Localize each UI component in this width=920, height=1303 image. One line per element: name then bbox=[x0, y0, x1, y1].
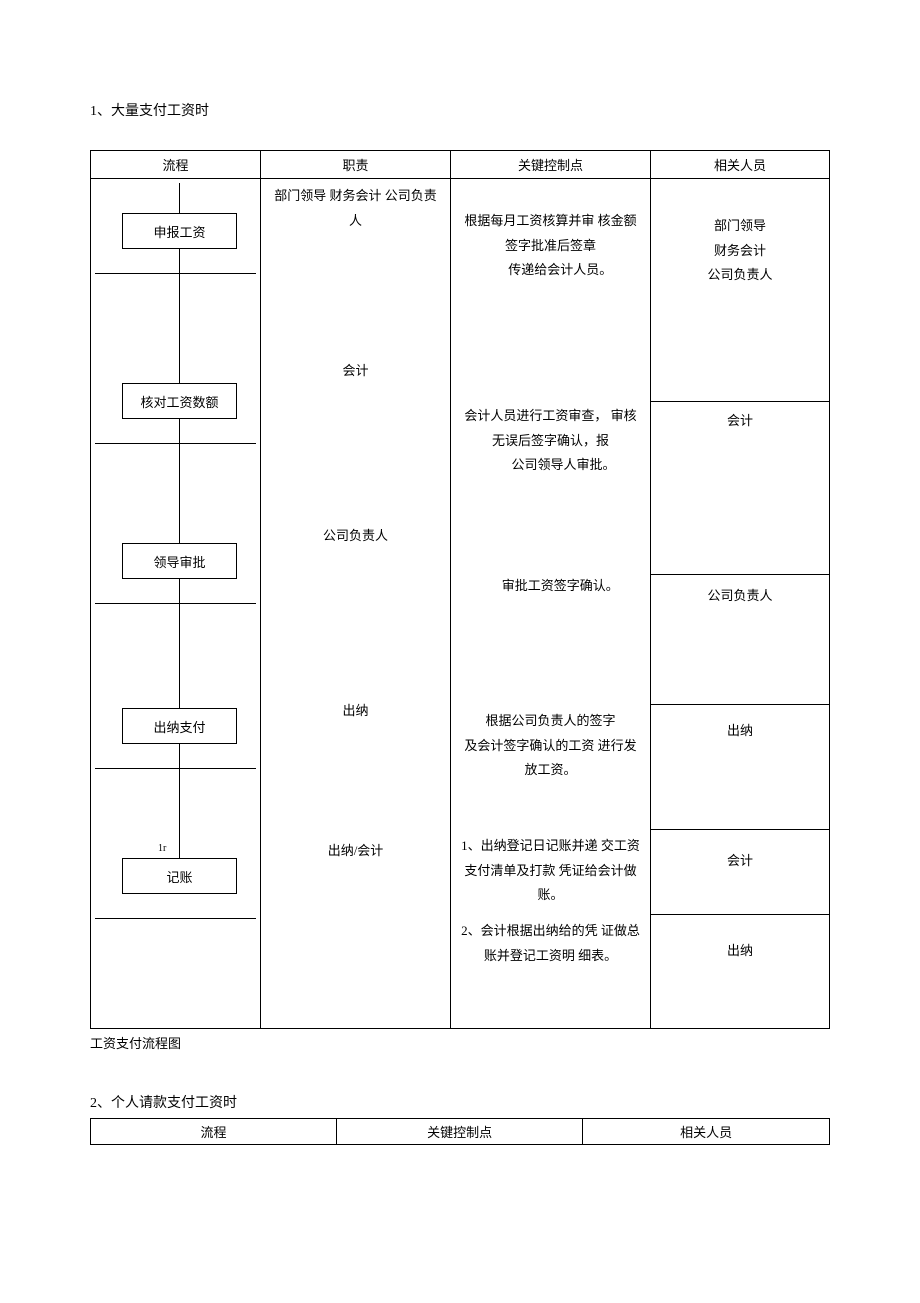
table2-header-person: 相关人员 bbox=[583, 1119, 830, 1145]
header-flow: 流程 bbox=[91, 151, 261, 179]
header-duty: 职责 bbox=[261, 151, 451, 179]
flow-box-pay: 出纳支付 bbox=[122, 708, 237, 744]
header-row: 流程 职责 关键控制点 相关人员 bbox=[91, 151, 830, 179]
ctrl-text-1a: 根据每月工资核算并审 核金额签字批准后签章 bbox=[464, 213, 636, 253]
ctrl-text-4a: 根据公司负责人的签字 bbox=[485, 713, 615, 728]
flow-connector bbox=[179, 579, 180, 708]
flow-connector bbox=[179, 249, 180, 383]
flow-box-verify: 核对工资数额 bbox=[122, 383, 237, 419]
flow-box-record: 记账 bbox=[122, 858, 237, 894]
duty-text-4: 出纳 bbox=[261, 699, 450, 724]
table2-header-row: 流程 关键控制点 相关人员 bbox=[91, 1119, 830, 1145]
person-divider bbox=[651, 704, 829, 705]
table-caption: 工资支付流程图 bbox=[90, 1033, 830, 1052]
section1-title: 1、大量支付工资时 bbox=[90, 100, 830, 120]
person-text-3: 公司负责人 bbox=[661, 584, 819, 609]
duty-text-3: 公司负责人 bbox=[261, 524, 450, 549]
duty-text-5: 出纳/会计 bbox=[261, 839, 450, 864]
flow-connector bbox=[179, 744, 180, 858]
flow-marker: 1r bbox=[158, 843, 166, 854]
person-divider bbox=[651, 914, 829, 915]
flow-divider bbox=[95, 918, 256, 919]
person-cell: 部门领导 财务会计 公司负责人 会计 公司负责人 出纳 会计 出纳 bbox=[651, 179, 830, 1029]
flow-cell: 申报工资 核对工资数额 领导审批 出纳支付 1r 记账 bbox=[91, 179, 261, 1029]
body-row: 申报工资 核对工资数额 领导审批 出纳支付 1r 记账 部门领导 财务会计 公司… bbox=[91, 179, 830, 1029]
flow-divider bbox=[95, 443, 256, 444]
flow-connector bbox=[179, 419, 180, 543]
header-ctrl: 关键控制点 bbox=[451, 151, 651, 179]
header-person: 相关人员 bbox=[651, 151, 830, 179]
ctrl-text-5a: 1、出纳登记日记账并递 交工资支付清单及打款 凭证给会计做账。 bbox=[461, 838, 640, 902]
ctrl-cell: 根据每月工资核算并审 核金额签字批准后签章 传递给会计人员。 会计人员进行工资审… bbox=[451, 179, 651, 1029]
ctrl-text-3: 审批工资签字确认。 bbox=[482, 578, 619, 593]
duty-cell: 部门领导 财务会计 公司负责人 会计 公司负责人 出纳 出纳/会计 bbox=[261, 179, 451, 1029]
table2-header-flow: 流程 bbox=[91, 1119, 337, 1145]
person-text-1b: 财务会计 bbox=[661, 239, 819, 264]
person-divider bbox=[651, 574, 829, 575]
person-text-1a: 部门领导 bbox=[661, 214, 819, 239]
duty-text-2: 会计 bbox=[261, 359, 450, 384]
section2-title: 2、个人请款支付工资时 bbox=[90, 1092, 830, 1112]
person-text-4: 出纳 bbox=[661, 719, 819, 744]
flow-box-approve: 领导审批 bbox=[122, 543, 237, 579]
flow-divider bbox=[95, 273, 256, 274]
person-divider bbox=[651, 401, 829, 402]
person-text-5a: 会计 bbox=[661, 849, 819, 874]
ctrl-text-2a: 会计人员进行工资审查， 审核无误后签字确认，报 bbox=[464, 408, 636, 448]
person-divider bbox=[651, 829, 829, 830]
ctrl-text-5b: 2、会计根据出纳给的凭 证做总账并登记工资明 细表。 bbox=[461, 923, 640, 963]
ctrl-text-1b: 传递给会计人员。 bbox=[489, 262, 613, 277]
flow-divider bbox=[95, 603, 256, 604]
table2-header-ctrl: 关键控制点 bbox=[337, 1119, 583, 1145]
ctrl-text-2b: 公司领导人审批。 bbox=[485, 457, 615, 472]
person-text-2: 会计 bbox=[661, 409, 819, 434]
flow-connector bbox=[179, 183, 180, 213]
person-text-1c: 公司负责人 bbox=[661, 263, 819, 288]
table2: 流程 关键控制点 相关人员 bbox=[90, 1118, 830, 1145]
duty-text-1: 部门领导 财务会计 公司负责人 bbox=[261, 184, 450, 233]
flow-box-apply: 申报工资 bbox=[122, 213, 237, 249]
ctrl-text-4b: 及会计签字确认的工资 进行发放工资。 bbox=[464, 738, 636, 778]
flow-divider bbox=[95, 768, 256, 769]
main-table: 流程 职责 关键控制点 相关人员 申报工资 核对工资数额 领导审批 出纳支付 1… bbox=[90, 150, 830, 1029]
person-text-5b: 出纳 bbox=[661, 939, 819, 964]
